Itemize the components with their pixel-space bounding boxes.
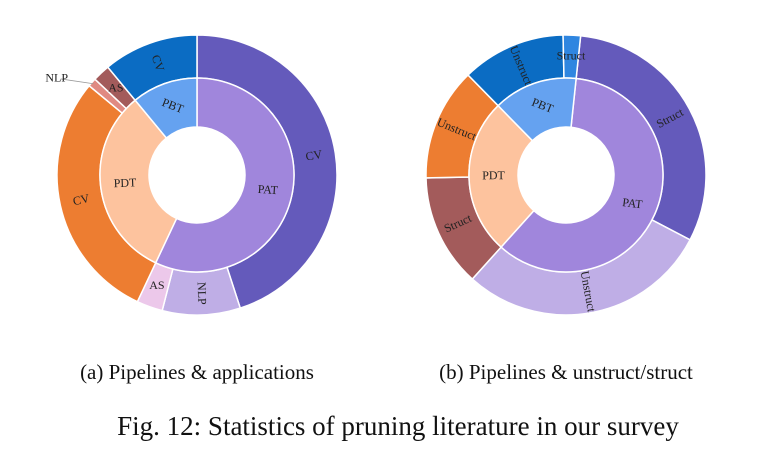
inner-segment [500,77,664,273]
figure-caption: Fig. 12: Statistics of pruning literatur… [117,411,679,441]
group-label: PDT [482,168,505,182]
inner-segment [154,77,295,273]
inner-segment [134,77,198,140]
segment-label: AS [108,80,123,94]
group-label: PDT [113,175,137,190]
segment-label: NLP [195,282,210,305]
segment-label: CV [149,53,168,74]
chart-caption: (b) Pipelines & unstruct/struct [439,360,693,384]
segment-label: Struct [557,48,586,62]
leader-line [60,78,94,85]
group-label: PAT [621,195,643,212]
segment-label: CV [305,147,324,163]
segment-label: AS [149,278,164,292]
segment-label: NLP [45,71,68,85]
inner-segment [497,77,577,142]
inner-segment [99,99,178,264]
segment-label: CV [71,191,91,208]
group-label: PAT [257,182,279,197]
inner-segment [468,104,535,249]
chart-caption: (a) Pipelines & applications [80,360,314,384]
